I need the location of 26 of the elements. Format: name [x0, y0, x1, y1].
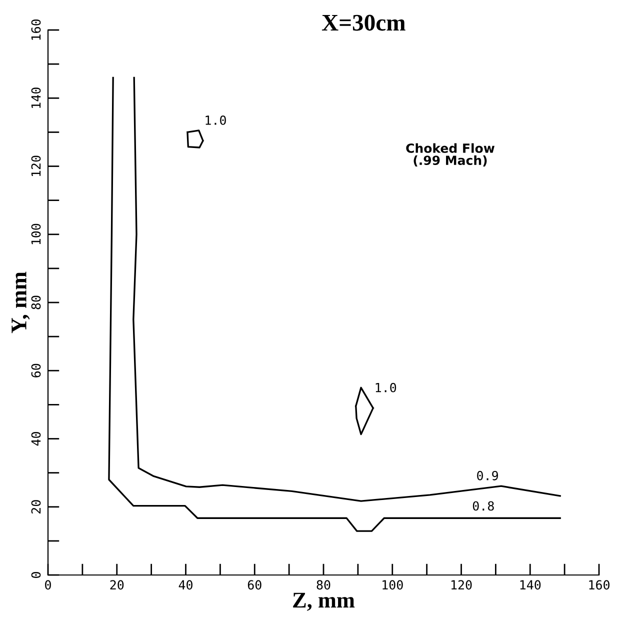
series-label: 0.8: [472, 501, 494, 511]
series-label: 0.9: [477, 470, 498, 480]
annotation: Choked Flow (.99 Mach): [406, 143, 494, 166]
y-axis-title: Y, mm: [12, 272, 30, 334]
x-tick-label: 0: [45, 580, 51, 590]
y-tick-label: 120: [31, 156, 41, 176]
x-tick-label: 20: [110, 580, 124, 590]
x-tick-label: 60: [248, 580, 262, 590]
y-tick-label: 80: [31, 296, 41, 310]
x-tick-label: 160: [589, 580, 610, 590]
chart-title: X=30cm: [322, 14, 406, 31]
series-label: 1.0: [206, 115, 226, 125]
y-tick-label: 160: [31, 20, 41, 40]
y-tick-label: 60: [31, 364, 41, 378]
y-tick-label: 100: [31, 224, 41, 244]
x-axis-title: Z, mm: [293, 592, 355, 611]
y-tick-label: 20: [31, 500, 41, 514]
y-tick-label: 40: [31, 432, 41, 446]
y-tick-label: 140: [31, 88, 41, 108]
x-tick-label: 140: [520, 580, 541, 590]
x-tick-label: 120: [451, 580, 472, 590]
x-tick-label: 80: [316, 580, 330, 590]
x-tick-label: 40: [178, 580, 192, 590]
y-tick-label: 0: [31, 572, 41, 578]
series-label: 1.0: [376, 382, 396, 392]
x-tick-label: 100: [382, 580, 403, 590]
